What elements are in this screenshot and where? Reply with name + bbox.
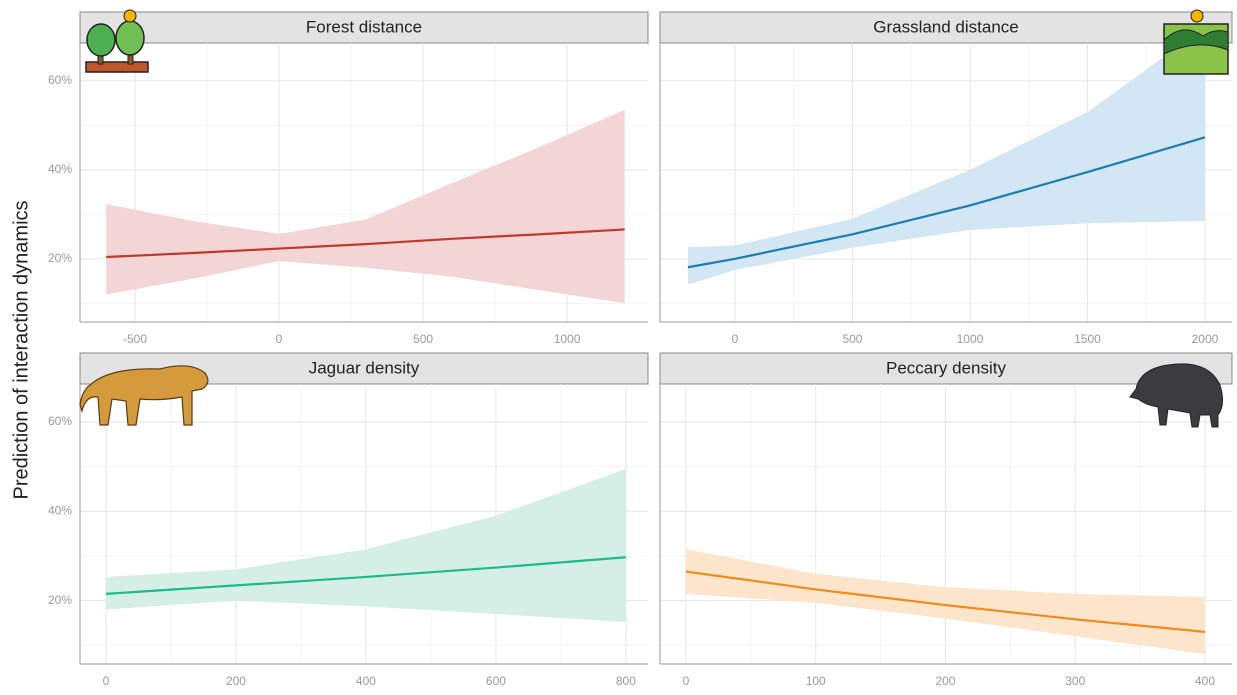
x-tick-label: 500 bbox=[842, 332, 862, 346]
x-tick-label: 200 bbox=[226, 674, 246, 688]
chart: Prediction of interaction dynamics Fores… bbox=[0, 0, 1237, 695]
x-tick-label: 0 bbox=[103, 674, 110, 688]
x-tick-label: 1000 bbox=[957, 332, 984, 346]
y-tick-label: 60% bbox=[48, 414, 72, 428]
x-tick-label: 400 bbox=[356, 674, 376, 688]
y-tick-label: 20% bbox=[48, 251, 72, 265]
x-tick-label: 0 bbox=[276, 332, 283, 346]
y-tick-label: 40% bbox=[48, 162, 72, 176]
panel-title: Jaguar density bbox=[309, 358, 420, 377]
confidence-band bbox=[688, 27, 1205, 284]
x-tick-label: 0 bbox=[683, 674, 690, 688]
x-tick-label: 1500 bbox=[1074, 332, 1101, 346]
x-tick-label: 300 bbox=[1065, 674, 1085, 688]
panel-title: Grassland distance bbox=[873, 17, 1019, 36]
x-tick-label: -500 bbox=[123, 332, 147, 346]
y-axis-label: Prediction of interaction dynamics bbox=[10, 200, 32, 499]
y-tick-label: 40% bbox=[48, 503, 72, 517]
x-tick-label: 600 bbox=[486, 674, 506, 688]
confidence-band bbox=[106, 110, 624, 304]
x-tick-label: 2000 bbox=[1192, 332, 1219, 346]
y-tick-label: 20% bbox=[48, 593, 72, 607]
x-tick-label: 500 bbox=[413, 332, 433, 346]
x-tick-label: 100 bbox=[806, 674, 826, 688]
y-tick-label: 60% bbox=[48, 73, 72, 87]
x-tick-label: 200 bbox=[935, 674, 955, 688]
x-tick-label: 400 bbox=[1195, 674, 1215, 688]
panel-title: Forest distance bbox=[306, 17, 422, 36]
x-tick-label: 1000 bbox=[554, 332, 581, 346]
panel-title: Peccary density bbox=[886, 358, 1006, 377]
x-tick-label: 800 bbox=[616, 674, 636, 688]
x-tick-label: 0 bbox=[732, 332, 739, 346]
